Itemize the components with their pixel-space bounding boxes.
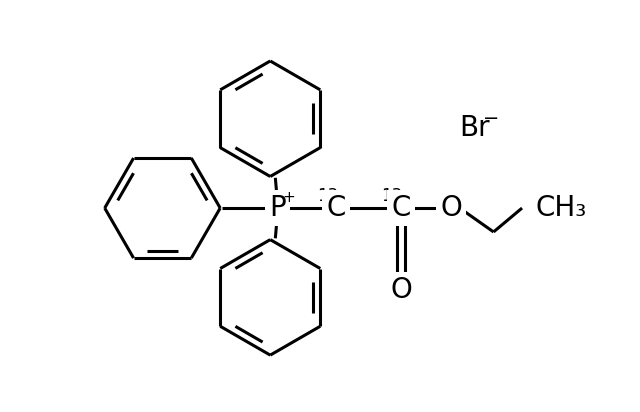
Text: CH₃: CH₃ (536, 194, 587, 222)
Text: Br: Br (459, 114, 490, 142)
Text: +: + (282, 190, 295, 205)
Text: O: O (390, 276, 412, 304)
Text: C: C (326, 194, 346, 222)
Text: 13: 13 (381, 187, 403, 205)
Text: 13: 13 (317, 187, 339, 205)
Text: −: − (483, 109, 499, 128)
Text: O: O (440, 194, 462, 222)
Text: C: C (392, 194, 411, 222)
Text: P: P (269, 194, 286, 222)
